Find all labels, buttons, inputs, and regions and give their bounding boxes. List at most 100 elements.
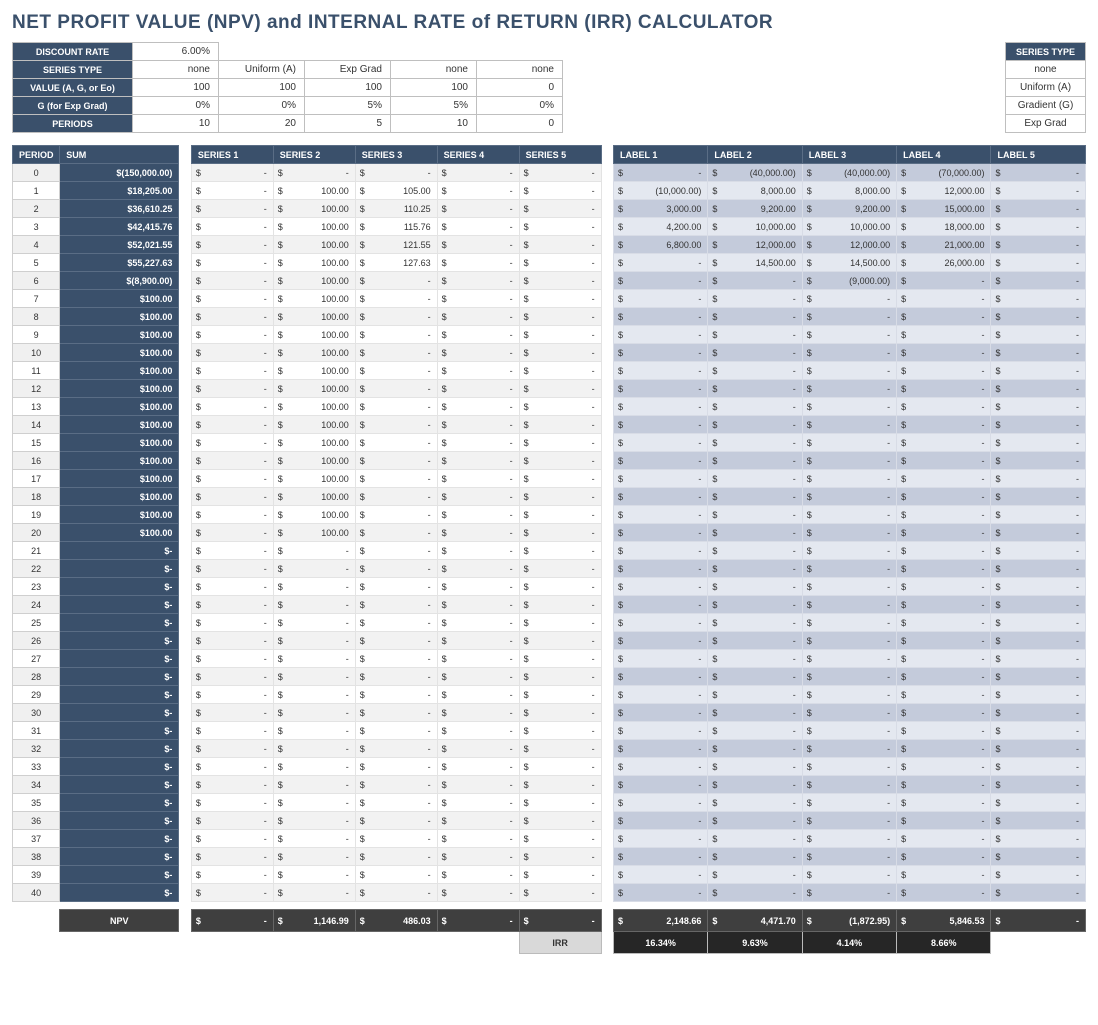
label-cell[interactable]: $-: [991, 398, 1086, 416]
series-cell[interactable]: $-: [191, 578, 273, 596]
label-cell[interactable]: $-: [613, 452, 707, 470]
label-cell[interactable]: $-: [991, 470, 1086, 488]
series-cell[interactable]: $-: [355, 740, 437, 758]
input-value-cell[interactable]: 0%: [219, 97, 305, 115]
label-cell[interactable]: $-: [897, 776, 991, 794]
series-cell[interactable]: $-: [437, 272, 519, 290]
label-cell[interactable]: $-: [991, 740, 1086, 758]
label-cell[interactable]: $26,000.00: [897, 254, 991, 272]
label-cell[interactable]: $21,000.00: [897, 236, 991, 254]
series-cell[interactable]: $-: [355, 524, 437, 542]
label-cell[interactable]: $-: [708, 650, 802, 668]
series-cell[interactable]: $-: [355, 578, 437, 596]
label-cell[interactable]: $-: [613, 632, 707, 650]
label-cell[interactable]: $9,200.00: [802, 200, 896, 218]
label-cell[interactable]: $-: [991, 596, 1086, 614]
label-cell[interactable]: $9,200.00: [708, 200, 802, 218]
label-cell[interactable]: $-: [613, 578, 707, 596]
series-cell[interactable]: $-: [519, 812, 601, 830]
label-cell[interactable]: $-: [991, 272, 1086, 290]
label-cell[interactable]: $-: [802, 794, 896, 812]
series-cell[interactable]: $-: [355, 416, 437, 434]
series-cell[interactable]: $-: [273, 776, 355, 794]
label-cell[interactable]: $-: [897, 866, 991, 884]
series-cell[interactable]: $100.00: [273, 452, 355, 470]
label-cell[interactable]: $6,800.00: [613, 236, 707, 254]
series-cell[interactable]: $-: [437, 398, 519, 416]
label-cell[interactable]: $-: [708, 884, 802, 902]
label-cell[interactable]: $8,000.00: [802, 182, 896, 200]
series-cell[interactable]: $100.00: [273, 416, 355, 434]
series-cell[interactable]: $-: [355, 272, 437, 290]
label-cell[interactable]: $-: [613, 398, 707, 416]
label-cell[interactable]: $-: [708, 596, 802, 614]
series-cell[interactable]: $-: [519, 704, 601, 722]
label-cell[interactable]: $-: [897, 884, 991, 902]
series-cell[interactable]: $-: [191, 704, 273, 722]
series-cell[interactable]: $-: [355, 632, 437, 650]
series-cell[interactable]: $-: [437, 416, 519, 434]
series-cell[interactable]: $-: [355, 596, 437, 614]
label-cell[interactable]: $-: [802, 722, 896, 740]
series-cell[interactable]: $-: [273, 722, 355, 740]
series-cell[interactable]: $-: [191, 560, 273, 578]
label-cell[interactable]: $-: [802, 290, 896, 308]
series-cell[interactable]: $-: [355, 704, 437, 722]
label-cell[interactable]: $-: [613, 596, 707, 614]
series-cell[interactable]: $-: [355, 290, 437, 308]
label-cell[interactable]: $-: [897, 722, 991, 740]
label-cell[interactable]: $-: [802, 326, 896, 344]
label-cell[interactable]: $-: [897, 380, 991, 398]
label-cell[interactable]: $-: [708, 452, 802, 470]
series-cell[interactable]: $121.55: [355, 236, 437, 254]
label-cell[interactable]: $-: [613, 686, 707, 704]
label-cell[interactable]: $-: [897, 506, 991, 524]
label-cell[interactable]: $-: [708, 794, 802, 812]
series-cell[interactable]: $110.25: [355, 200, 437, 218]
label-cell[interactable]: $(70,000.00): [897, 164, 991, 182]
series-cell[interactable]: $-: [191, 740, 273, 758]
series-cell[interactable]: $-: [519, 380, 601, 398]
series-cell[interactable]: $-: [191, 452, 273, 470]
input-value-cell[interactable]: 0: [477, 115, 563, 133]
series-cell[interactable]: $-: [355, 866, 437, 884]
series-cell[interactable]: $-: [437, 794, 519, 812]
series-cell[interactable]: $-: [355, 560, 437, 578]
series-cell[interactable]: $-: [355, 776, 437, 794]
series-cell[interactable]: $-: [519, 560, 601, 578]
label-cell[interactable]: $-: [897, 740, 991, 758]
series-cell[interactable]: $-: [273, 848, 355, 866]
label-cell[interactable]: $-: [613, 362, 707, 380]
series-cell[interactable]: $-: [355, 344, 437, 362]
series-cell[interactable]: $-: [437, 434, 519, 452]
label-cell[interactable]: $-: [991, 488, 1086, 506]
label-cell[interactable]: $-: [897, 596, 991, 614]
label-cell[interactable]: $-: [802, 560, 896, 578]
label-cell[interactable]: $-: [708, 632, 802, 650]
series-cell[interactable]: $-: [191, 254, 273, 272]
series-cell[interactable]: $-: [519, 236, 601, 254]
label-cell[interactable]: $10,000.00: [802, 218, 896, 236]
input-value-cell[interactable]: none: [477, 61, 563, 79]
label-cell[interactable]: $-: [708, 488, 802, 506]
label-cell[interactable]: $(40,000.00): [708, 164, 802, 182]
series-cell[interactable]: $-: [191, 326, 273, 344]
series-cell[interactable]: $-: [437, 506, 519, 524]
series-cell[interactable]: $-: [437, 596, 519, 614]
label-cell[interactable]: $-: [708, 524, 802, 542]
series-cell[interactable]: $-: [273, 560, 355, 578]
label-cell[interactable]: $-: [897, 848, 991, 866]
label-cell[interactable]: $-: [991, 506, 1086, 524]
label-cell[interactable]: $-: [613, 506, 707, 524]
series-cell[interactable]: $-: [519, 182, 601, 200]
input-value-cell[interactable]: 5%: [305, 97, 391, 115]
label-cell[interactable]: $-: [613, 560, 707, 578]
label-cell[interactable]: $-: [613, 308, 707, 326]
series-cell[interactable]: $-: [519, 776, 601, 794]
label-cell[interactable]: $-: [613, 344, 707, 362]
input-value-cell[interactable]: 5%: [391, 97, 477, 115]
label-cell[interactable]: $-: [991, 380, 1086, 398]
series-cell[interactable]: $-: [273, 704, 355, 722]
label-cell[interactable]: $(10,000.00): [613, 182, 707, 200]
label-cell[interactable]: $-: [613, 722, 707, 740]
